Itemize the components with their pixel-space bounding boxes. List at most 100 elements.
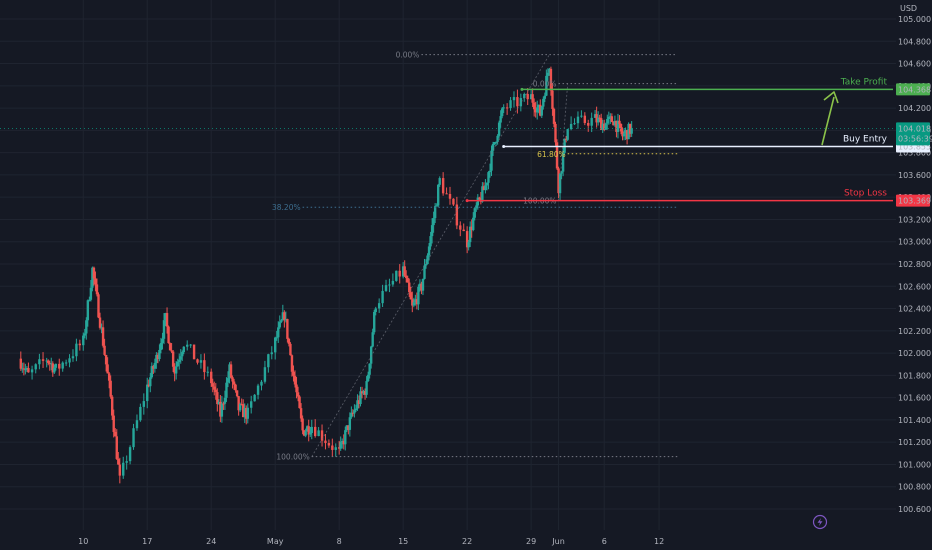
target-arrow[interactable] <box>821 96 835 146</box>
candle-body <box>625 130 629 140</box>
candle-body <box>516 97 519 107</box>
candle-body <box>240 403 243 405</box>
candle-body <box>295 384 298 393</box>
fib-trend-line <box>311 54 550 457</box>
y-tick-label: 100.600 <box>898 505 931 514</box>
candle-body <box>345 425 348 431</box>
candle-body <box>590 117 593 126</box>
candle-body <box>630 128 633 134</box>
fib-trend-line-small <box>558 83 569 201</box>
candle-body <box>414 299 417 303</box>
x-tick-label: 8 <box>337 537 342 546</box>
candle-body <box>587 122 590 126</box>
candle-body <box>155 354 158 363</box>
level-badge-text: 103.369 <box>898 197 931 206</box>
candle-body <box>398 270 401 277</box>
candle-body <box>174 366 178 374</box>
candle-body <box>24 369 27 371</box>
candle-body <box>509 100 512 109</box>
candle-body <box>593 114 597 118</box>
candle-body <box>304 431 307 436</box>
x-tick-label: Jun <box>551 537 565 546</box>
candle-body <box>309 433 312 435</box>
candle-body <box>342 440 345 445</box>
candle-body <box>246 407 249 419</box>
candle-body <box>58 363 61 369</box>
candle-body <box>83 333 86 336</box>
candle-body <box>429 236 432 247</box>
candle-body <box>438 178 441 185</box>
candle-body <box>189 344 192 346</box>
candle-body <box>164 313 167 321</box>
candle-body <box>445 193 448 195</box>
candle-body <box>284 318 288 321</box>
candle-body <box>622 133 626 137</box>
candle-body <box>54 363 58 368</box>
candle-body <box>347 425 350 430</box>
candle-body <box>409 292 412 300</box>
candle-body <box>493 141 496 144</box>
candle-body <box>496 135 499 142</box>
candle-body <box>459 225 462 230</box>
candle-body <box>283 312 286 321</box>
candle-body <box>289 343 292 356</box>
candle-body <box>500 108 504 117</box>
time-axis[interactable]: 10 17 24 May 8 15 22 29 Jun 6 12 <box>78 537 664 546</box>
candle-body <box>426 255 429 265</box>
candle-body <box>305 426 309 432</box>
candle-body <box>476 197 480 206</box>
candle-body <box>537 104 540 108</box>
level-name: Buy Entry <box>843 135 888 145</box>
candle-body <box>211 383 214 387</box>
y-tick-label: 104.800 <box>898 37 931 46</box>
fibonacci-retracement[interactable]: 0.00%38.20%100.00%0.00%61.80%100.00% <box>272 51 678 462</box>
candle-body <box>118 464 122 476</box>
candle-body <box>344 430 347 445</box>
candle-body <box>150 366 154 378</box>
candle-body <box>112 415 115 432</box>
candle-body <box>487 172 490 183</box>
candle-body <box>71 356 75 359</box>
candle-body <box>125 461 128 463</box>
y-tick-label: 104.600 <box>898 60 931 69</box>
candle-body <box>615 120 618 132</box>
candle-body <box>61 362 64 369</box>
trade-levels[interactable]: Take Profit Buy Entry Stop Loss <box>465 77 893 203</box>
candle-body <box>313 426 317 437</box>
candle-body <box>401 266 405 277</box>
candle-body <box>217 401 221 405</box>
candle-body <box>286 318 289 339</box>
x-tick-label: 17 <box>142 537 152 546</box>
candle-body <box>359 391 362 404</box>
candle-body <box>551 90 554 109</box>
x-tick-label: 22 <box>462 537 472 546</box>
y-tick-label: 101.000 <box>898 460 931 469</box>
candle-body <box>167 326 170 344</box>
candle-body <box>369 346 373 364</box>
candle-body <box>243 407 246 418</box>
candle-body <box>627 123 630 140</box>
candle-body <box>253 394 256 402</box>
candle-body <box>595 114 598 123</box>
candle-body <box>242 404 245 418</box>
candle-body <box>287 338 291 344</box>
candle-body <box>47 360 50 363</box>
candle-body <box>232 381 236 385</box>
candle-body <box>331 445 334 450</box>
candle-body <box>339 441 342 449</box>
y-tick-label: 103.600 <box>898 171 931 180</box>
candle-body <box>543 95 547 99</box>
candle-body <box>545 75 548 96</box>
annotation-layer <box>821 91 839 146</box>
current-price-text: 104.018 <box>898 124 931 133</box>
y-tick-label: 105.000 <box>898 15 931 24</box>
lightning-icon[interactable] <box>812 514 828 530</box>
candle-body <box>455 204 459 226</box>
candle-body <box>238 403 242 411</box>
candle-body <box>405 275 408 279</box>
candle-body <box>128 447 132 462</box>
candle-body <box>391 280 395 285</box>
candle-body <box>374 308 377 312</box>
